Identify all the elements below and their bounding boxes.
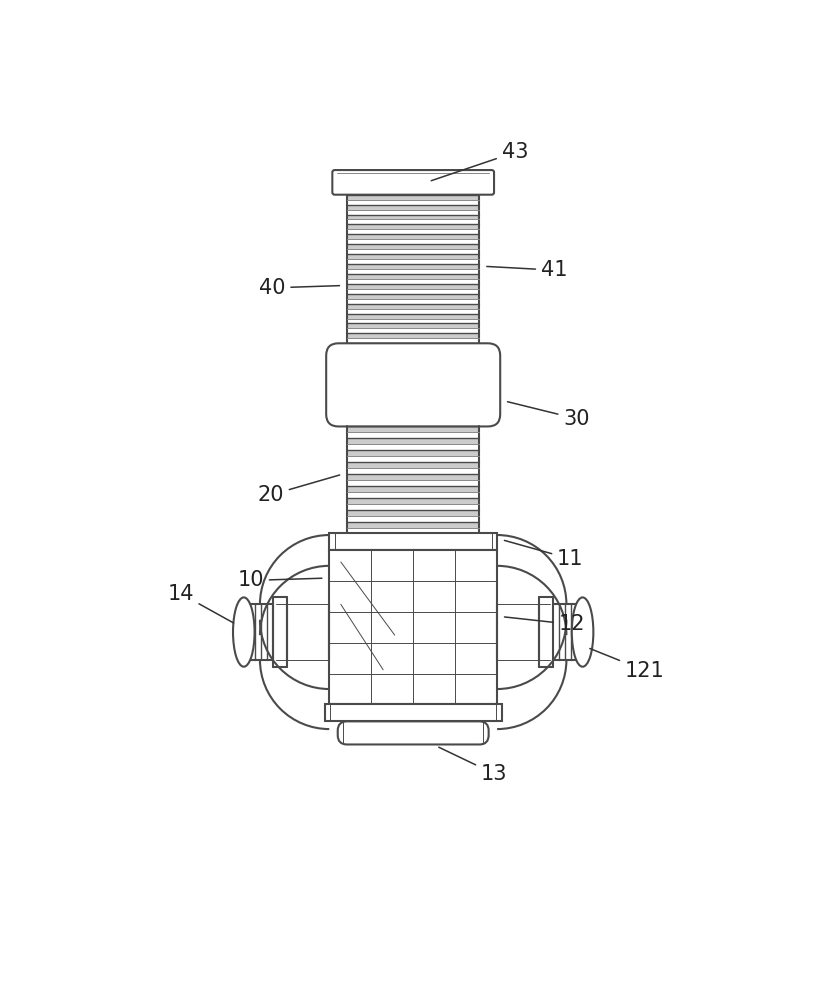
Text: 40: 40 [259,278,340,298]
Bar [347,215,479,219]
Bar [347,522,479,528]
Bar [347,486,479,492]
FancyBboxPatch shape [337,721,488,744]
Bar [347,294,479,299]
Text: 41: 41 [487,260,568,280]
Bar [347,234,479,239]
Ellipse shape [233,597,255,667]
FancyBboxPatch shape [332,170,494,195]
Bar [347,244,479,249]
Bar [347,474,479,480]
Bar [347,498,479,504]
Text: 30: 30 [507,402,590,429]
Ellipse shape [572,597,593,667]
Text: 12: 12 [505,614,585,634]
Text: 10: 10 [238,570,322,590]
Bar [347,333,479,338]
FancyBboxPatch shape [326,343,500,426]
Text: 13: 13 [439,747,507,784]
Bar [347,284,479,289]
Bar [347,264,479,269]
Text: 20: 20 [257,475,340,505]
Bar [347,314,479,319]
Bar [347,323,479,328]
Bar [329,533,497,550]
Bar [347,462,479,468]
Bar [347,426,479,432]
Text: 11: 11 [504,540,583,569]
Bar [347,195,479,200]
Bar [325,704,502,721]
Bar [347,438,479,444]
Bar [347,205,479,210]
Bar [347,224,479,229]
Bar [347,510,479,516]
Bar [347,450,479,456]
Bar [347,254,479,259]
Bar [347,274,479,279]
Text: 14: 14 [167,584,233,623]
Bar [329,550,497,704]
Text: 43: 43 [431,142,528,181]
Text: 121: 121 [590,648,665,681]
Bar [347,304,479,309]
